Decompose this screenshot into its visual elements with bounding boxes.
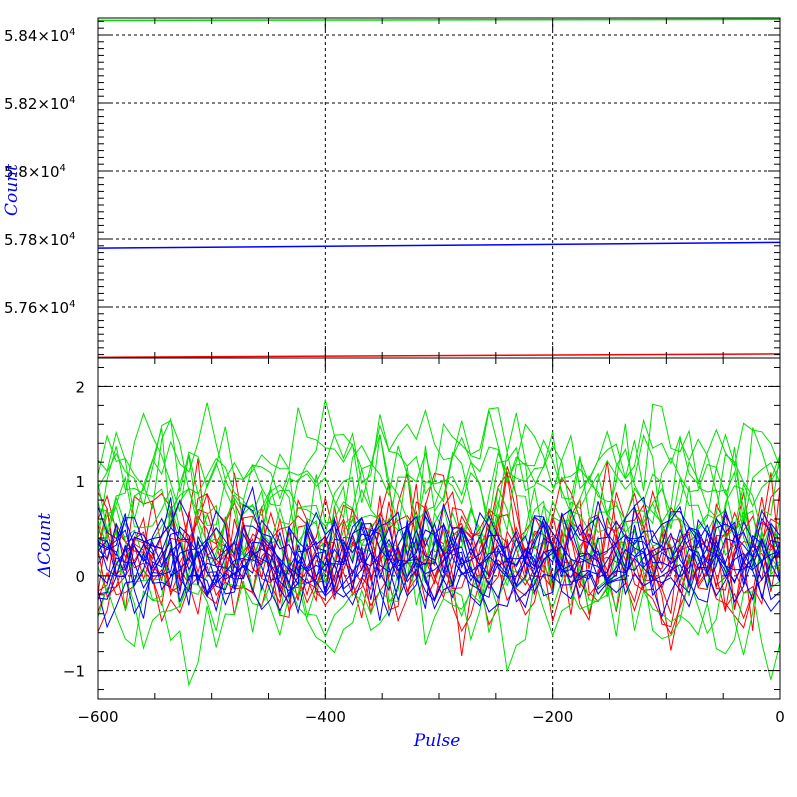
y-tick-mantissa: 5.8 [4,163,28,181]
y-tick-base: ×10 [37,95,69,113]
y-tick-base: ×10 [37,231,69,249]
bottom-panel: −1 0 1 2 −600 −400 −200 0 [63,357,785,726]
y-tick-mantissa: 5.78 [4,231,37,249]
delta-trace-line [97,496,781,613]
delta-trace-line [97,497,781,608]
top-series-line [97,241,781,249]
y-tick-mantissa: 5.82 [4,95,37,113]
y-tick-label-top: 5.8×104 [4,163,66,181]
bottom-panel-frame [97,357,781,700]
delta-trace-line [97,501,781,619]
x-tick-label: −600 [77,708,118,726]
y-tick-label-bottom: 1 [75,473,85,491]
delta-trace-line [97,511,781,656]
y-axis-title-top: Count [2,164,22,216]
y-tick-base: ×10 [37,27,69,45]
delta-trace-line [97,412,781,544]
x-tick-label: 0 [775,708,785,726]
delta-trace-line [97,513,781,618]
y-tick-mantissa: 5.84 [4,27,37,45]
delta-trace-line [97,399,781,539]
delta-trace-line [97,446,781,563]
delta-trace-line [97,508,781,586]
delta-trace-line [97,511,781,597]
y-tick-label-bottom: 0 [75,568,85,586]
x-tick-label: −200 [532,708,573,726]
y-tick-label-top: 5.84×104 [4,27,75,45]
y-tick-label-top: 5.82×104 [4,95,75,113]
y-tick-exponent: 4 [69,299,75,310]
delta-trace-line [97,510,781,607]
delta-trace-line [97,419,781,555]
delta-trace-line [97,561,781,687]
y-tick-label-bottom: −1 [63,663,85,681]
x-tick-label: −400 [305,708,346,726]
delta-trace-line [97,499,781,601]
y-tick-base: ×10 [28,163,60,181]
delta-trace-line [97,460,781,618]
y-tick-label-top: 5.78×104 [4,231,75,249]
delta-trace-line [97,452,781,590]
y-tick-mantissa: 5.76 [4,299,37,317]
delta-trace-line [97,517,781,603]
delta-trace-line [97,516,781,615]
y-tick-exponent: 4 [69,27,75,38]
delta-trace-line [97,467,781,604]
x-axis-title: Pulse [413,731,461,751]
delta-trace-line [97,485,781,613]
y-tick-exponent: 4 [69,231,75,242]
y-tick-label-top: 5.76×104 [4,299,75,317]
y-tick-exponent: 4 [60,163,66,174]
delta-trace-line [97,402,781,520]
delta-trace-line [97,484,781,642]
delta-trace-line [97,501,781,656]
y-tick-base: ×10 [37,299,69,317]
y-axis-title-bottom: ΔCount [35,513,55,578]
y-tick-label-bottom: 2 [75,378,85,396]
y-tick-exponent: 4 [69,95,75,106]
